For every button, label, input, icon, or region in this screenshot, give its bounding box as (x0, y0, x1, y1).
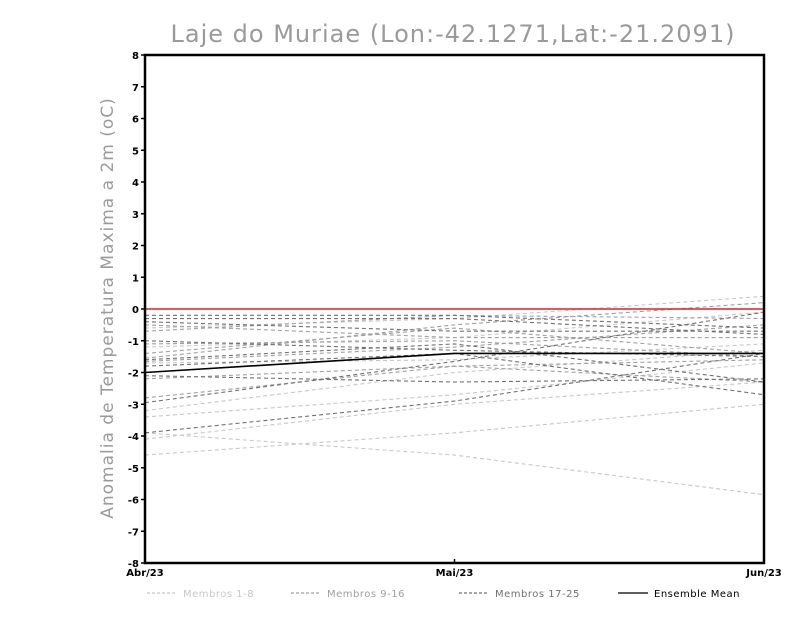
y-tick-label: -8 (128, 559, 139, 570)
member-series-line (145, 317, 765, 335)
legend: Membros 1-8 Membros 9-16 Membros 17-25 Ense… (147, 589, 740, 600)
member-series-line (145, 314, 765, 329)
y-tick-label: -5 (128, 464, 139, 475)
member-series-line (144, 324, 765, 362)
member-series-line (144, 340, 765, 358)
member-series-line (144, 343, 765, 364)
legend-label: Membros 17-25 (495, 589, 580, 600)
member-series-line (144, 352, 765, 434)
member-series-line (144, 359, 765, 399)
y-tick-label: -7 (128, 527, 139, 538)
member-series-line (144, 432, 765, 496)
legend-label: Ensemble Mean (654, 589, 740, 600)
member-series-line (144, 302, 765, 359)
member-series-line (144, 362, 765, 418)
y-tick-label: 2 (132, 242, 139, 253)
y-axis-label: Anomalia de Temperatura Maxima a 2m (oC) (98, 97, 118, 519)
ensemble-mean-line (144, 352, 764, 374)
member-series-line (144, 321, 764, 332)
x-tick-label: Jun/23 (745, 568, 782, 579)
x-tick-label: Abr/23 (126, 568, 163, 579)
y-tick-label: -1 (128, 337, 139, 348)
y-tick-label: 7 (132, 83, 139, 94)
y-tick-label: 4 (132, 178, 139, 189)
member-series-line (144, 295, 765, 329)
legend-label: Membros 1-8 (183, 589, 254, 600)
y-tick-label: 8 (132, 51, 139, 62)
member-series-line (144, 349, 765, 412)
y-tick-label: -2 (128, 369, 139, 380)
y-tick-label: 1 (132, 273, 139, 284)
member-series-line (144, 324, 764, 339)
y-tick-label: 6 (132, 115, 139, 126)
member-series-line (144, 381, 765, 440)
plot-area: -8 -7 -6 -5 -4 -3 -2 -1 0 1 2 3 4 5 6 7 8 Abr/23 Mai/23 Jun… (126, 51, 782, 579)
y-tick-label: -6 (128, 496, 139, 507)
y-tick-label: -4 (128, 432, 139, 443)
legend-label: Membros 9-16 (327, 589, 405, 600)
member-series-line (144, 327, 765, 354)
y-tick-label: 3 (132, 210, 139, 221)
y-tick-label: -3 (128, 400, 139, 411)
member-series-line (144, 340, 765, 358)
member-series-line (144, 375, 765, 383)
member-series-line (144, 403, 765, 456)
y-tick-label: 0 (132, 305, 139, 316)
x-tick-label: Mai/23 (436, 568, 474, 579)
member-series-line (144, 311, 765, 404)
member-series-line (144, 343, 765, 383)
y-tick-label: 5 (132, 146, 139, 157)
plot-frame (143, 53, 766, 565)
chart-title: Laje do Muriae (Lon:-42.1271,Lat:-21.209… (171, 20, 736, 48)
